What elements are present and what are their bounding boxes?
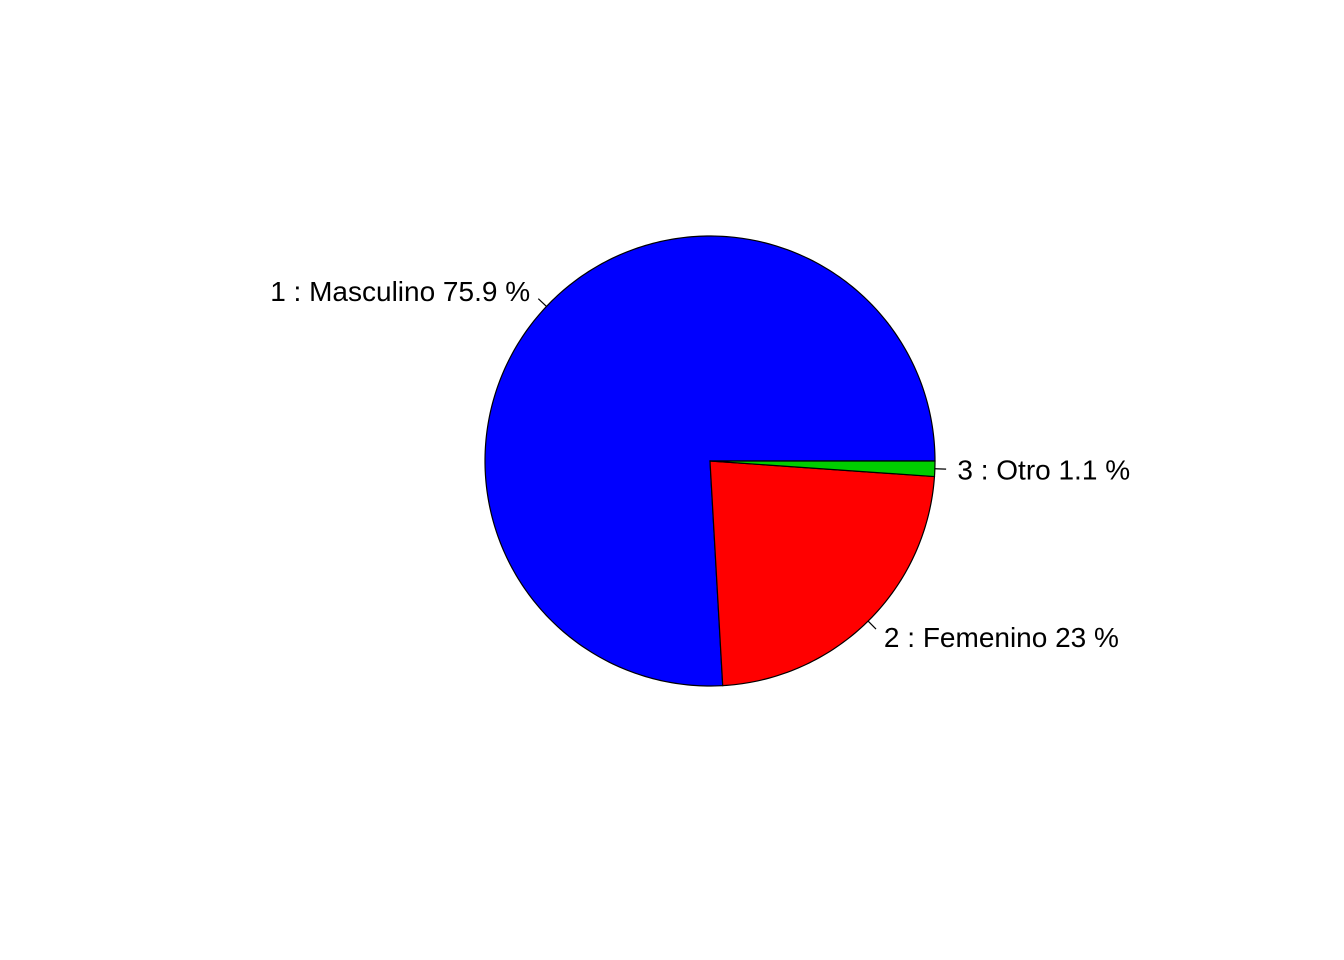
slice-label-2: 2 : Femenino 23 % [884, 622, 1119, 653]
slice-label-1: 1 : Masculino 75.9 % [270, 276, 530, 307]
pie-labels: 1 : Masculino 75.9 % 2 : Femenino 23 % 3 :… [270, 276, 1130, 653]
label-tick-1 [537, 298, 547, 307]
label-leader-ticks [537, 298, 947, 630]
slice-label-3: 3 : Otro 1.1 % [957, 455, 1130, 486]
pie-slices [484, 235, 936, 687]
label-tick-2 [867, 620, 877, 630]
pie-slice-2 [709, 460, 936, 687]
